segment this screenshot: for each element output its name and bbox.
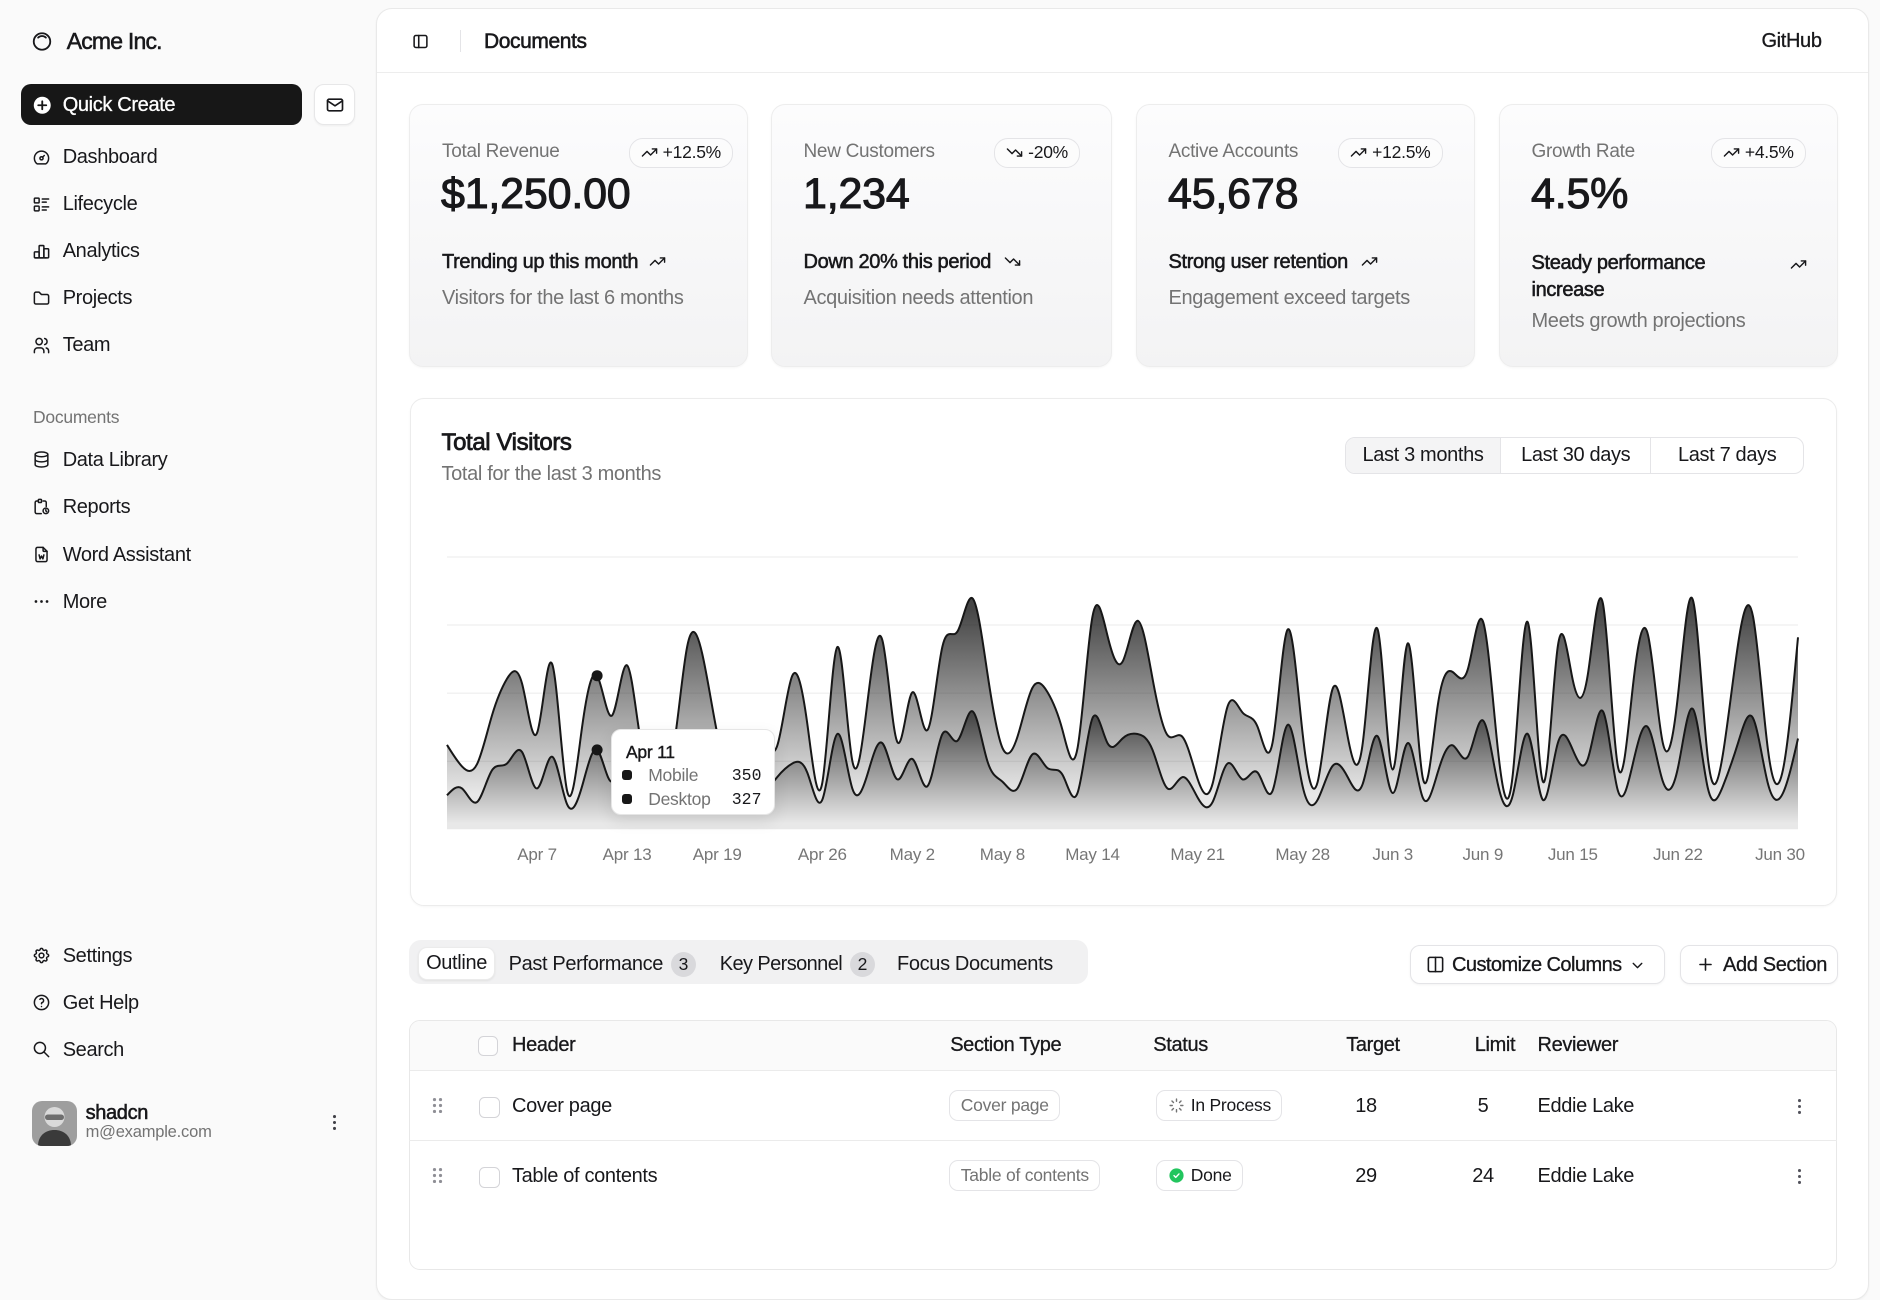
svg-text:Apr 26: Apr 26 (798, 845, 847, 864)
svg-text:May 14: May 14 (1065, 845, 1120, 864)
svg-text:Jun 22: Jun 22 (1653, 845, 1703, 864)
svg-text:Jun 9: Jun 9 (1463, 845, 1504, 864)
svg-text:Apr 19: Apr 19 (693, 845, 742, 864)
svg-text:May 28: May 28 (1275, 845, 1330, 864)
svg-text:Jun 30: Jun 30 (1755, 845, 1805, 864)
svg-text:May 21: May 21 (1170, 845, 1225, 864)
svg-text:Jun 15: Jun 15 (1548, 845, 1598, 864)
svg-text:Apr 7: Apr 7 (517, 845, 557, 864)
svg-text:Jun 3: Jun 3 (1372, 845, 1413, 864)
svg-text:Apr 13: Apr 13 (603, 845, 652, 864)
svg-text:May 2: May 2 (890, 845, 935, 864)
svg-text:May 8: May 8 (980, 845, 1025, 864)
